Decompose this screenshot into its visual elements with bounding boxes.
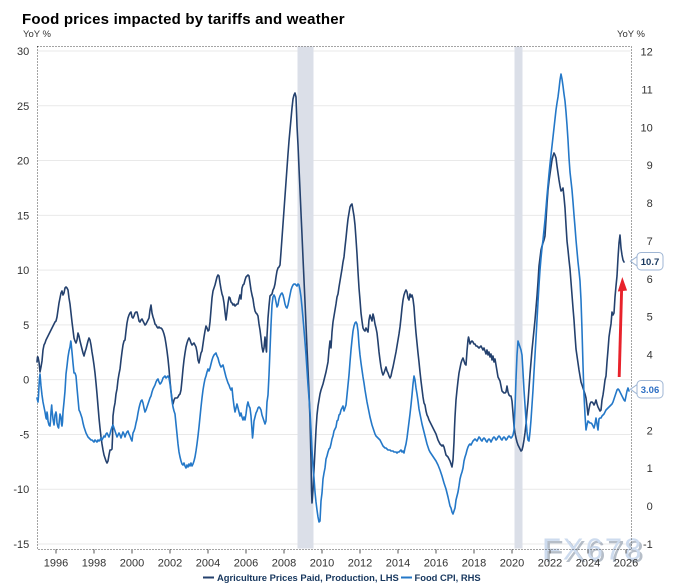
svg-text:2026: 2026 [614, 558, 638, 570]
svg-text:2002: 2002 [158, 558, 182, 570]
svg-text:-15: -15 [13, 539, 29, 551]
svg-text:12: 12 [641, 47, 653, 59]
svg-text:4: 4 [647, 350, 653, 362]
svg-text:2018: 2018 [462, 558, 486, 570]
svg-text:6: 6 [647, 274, 653, 286]
svg-text:2: 2 [647, 425, 653, 437]
svg-text:2008: 2008 [272, 558, 296, 570]
svg-text:3.06: 3.06 [641, 385, 660, 396]
svg-text:2012: 2012 [348, 558, 372, 570]
svg-text:-10: -10 [13, 484, 29, 496]
svg-text:FX678: FX678 [545, 534, 646, 569]
svg-text:8: 8 [647, 198, 653, 210]
svg-text:20: 20 [17, 156, 29, 168]
svg-text:-1: -1 [643, 539, 653, 551]
svg-text:-5: -5 [20, 430, 30, 442]
svg-text:10: 10 [641, 122, 653, 134]
svg-text:1998: 1998 [82, 558, 106, 570]
svg-text:5: 5 [647, 312, 653, 324]
svg-text:2006: 2006 [234, 558, 258, 570]
svg-text:15: 15 [17, 210, 29, 222]
svg-text:1: 1 [647, 463, 653, 475]
svg-text:Food CPI, RHS: Food CPI, RHS [415, 572, 481, 583]
svg-text:9: 9 [647, 160, 653, 172]
svg-text:2004: 2004 [196, 558, 220, 570]
svg-text:7: 7 [647, 236, 653, 248]
svg-text:2024: 2024 [576, 558, 600, 570]
svg-text:11: 11 [641, 84, 652, 96]
svg-text:0: 0 [647, 501, 653, 513]
svg-text:30: 30 [17, 46, 29, 58]
svg-text:2020: 2020 [500, 558, 524, 570]
svg-text:0: 0 [23, 375, 29, 387]
svg-text:1996: 1996 [44, 558, 68, 570]
svg-text:10: 10 [17, 265, 29, 277]
svg-text:2000: 2000 [120, 558, 144, 570]
svg-text:5: 5 [23, 320, 29, 332]
svg-text:FX678: FX678 [542, 532, 643, 567]
svg-text:2010: 2010 [310, 558, 334, 570]
svg-text:Agriculture Prices Paid, Produ: Agriculture Prices Paid, Production, LHS [217, 572, 399, 583]
svg-text:25: 25 [17, 101, 29, 113]
svg-text:2016: 2016 [424, 558, 448, 570]
svg-text:10.7: 10.7 [641, 257, 660, 268]
svg-text:2022: 2022 [538, 558, 562, 570]
svg-text:2014: 2014 [386, 558, 410, 570]
